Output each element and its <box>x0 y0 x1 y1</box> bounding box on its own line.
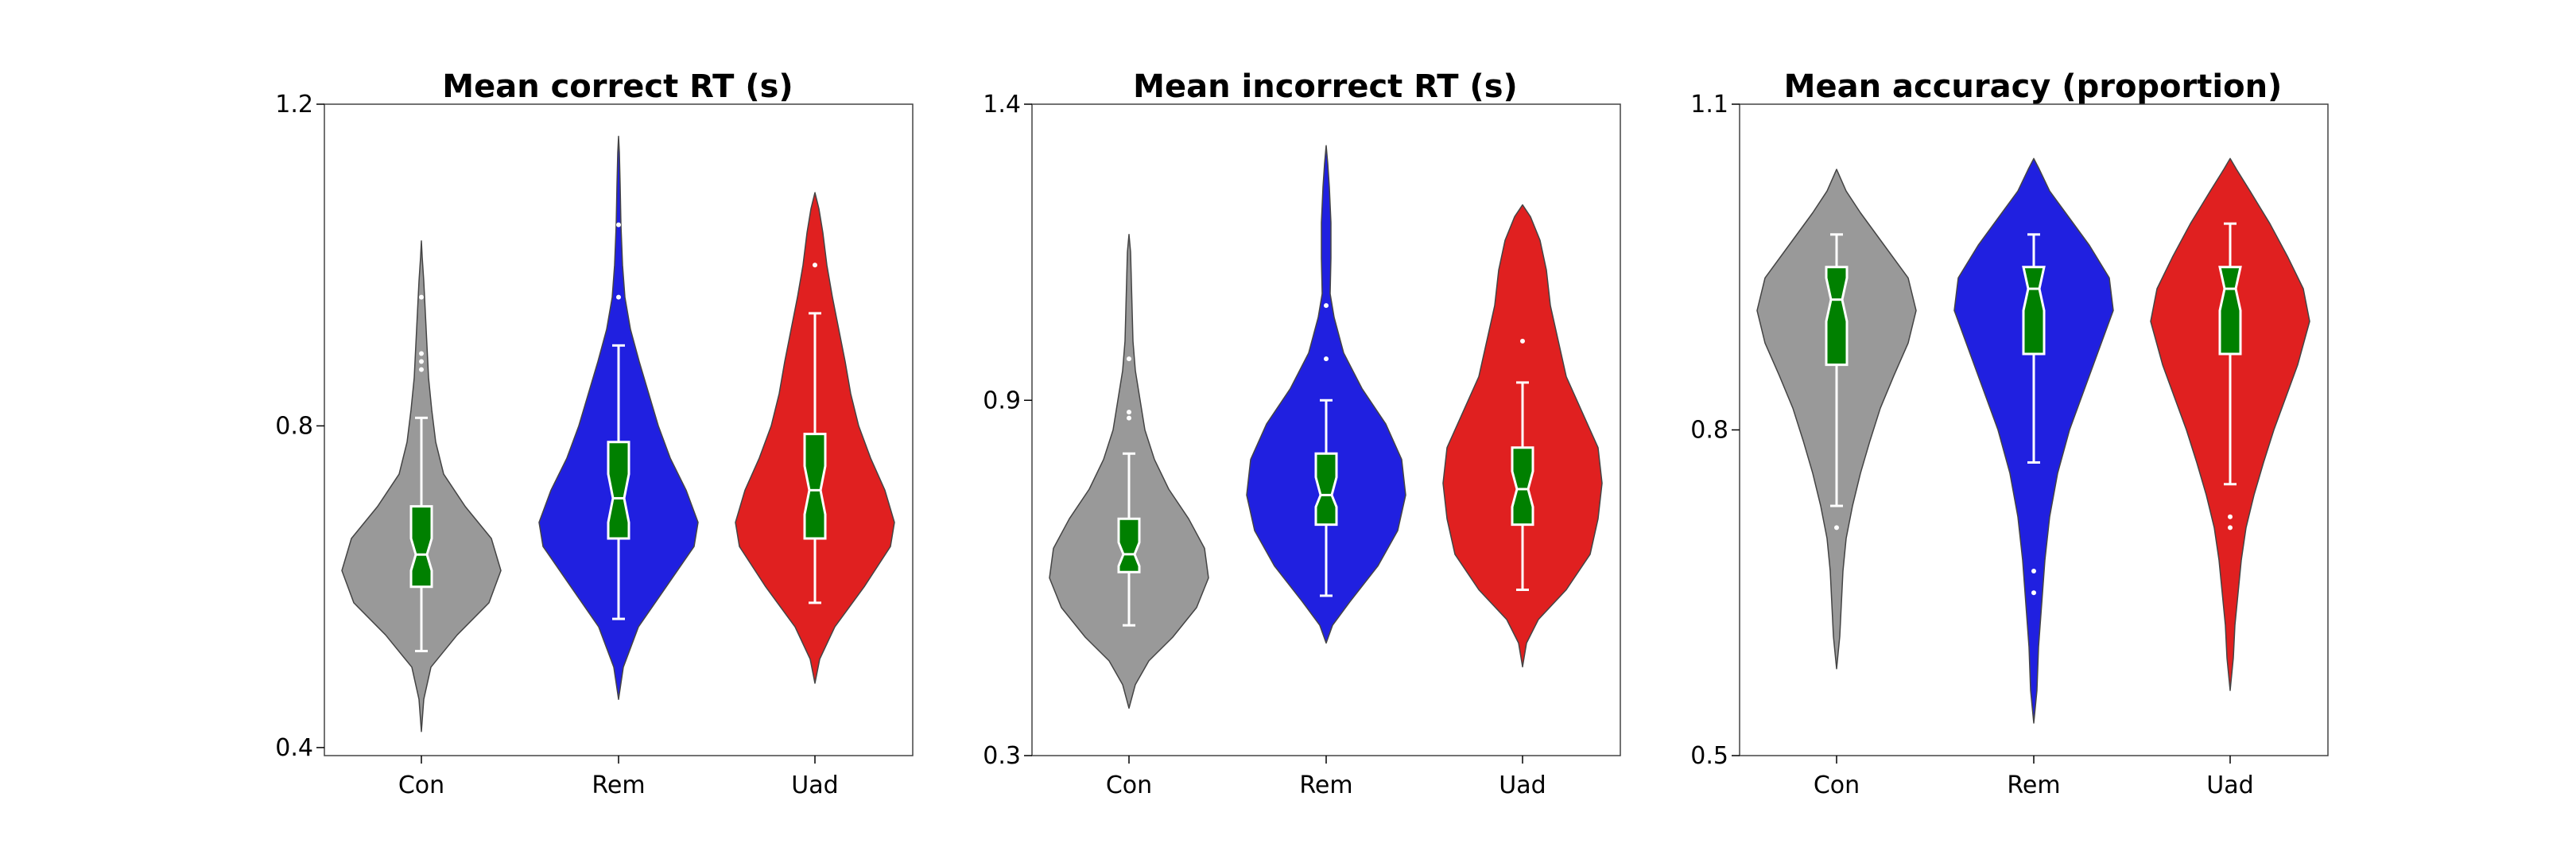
y-tick-label: 0.8 <box>1690 417 1728 445</box>
box-uad <box>1511 446 1534 527</box>
x-tick-label: Rem <box>2007 772 2060 799</box>
box-rem <box>1314 452 1338 527</box>
box-rem <box>607 441 630 540</box>
x-tick-label: Uad <box>2206 772 2253 799</box>
box-con <box>1825 266 1849 367</box>
y-tick-label: 0.9 <box>983 387 1021 414</box>
outlier-point <box>2031 568 2036 573</box>
chart-title: Mean incorrect RT (s) <box>1133 68 1518 105</box>
x-tick-label: Rem <box>592 772 645 799</box>
outlier-point <box>1834 525 1839 531</box>
chart-title: Mean accuracy (proportion) <box>1784 68 2283 105</box>
outlier-point <box>616 294 621 300</box>
y-tick-label: 0.8 <box>275 412 313 440</box>
chart-title: Mean correct RT (s) <box>442 68 793 105</box>
box-con <box>1117 517 1141 573</box>
x-tick-label: Uad <box>1499 772 1546 799</box>
outlier-point <box>813 262 817 268</box>
outlier-point <box>2228 525 2233 531</box>
outlier-point <box>1127 356 1131 362</box>
outlier-point <box>1127 410 1131 415</box>
x-tick-label: Con <box>398 772 444 799</box>
outlier-point <box>1324 356 1329 362</box>
y-tick-label: 0.4 <box>275 734 313 762</box>
box-rem <box>2022 266 2046 356</box>
outlier-point <box>2228 514 2233 519</box>
y-tick-label: 1.4 <box>983 91 1021 119</box>
panel-mean-incorrect-rt: Mean incorrect RT (s) 0.3 0.9 1.4 Con Rem Uad <box>983 68 1621 799</box>
panel-mean-accuracy: Mean accuracy (proportion) 0.5 0.8 1.1 Con R… <box>1690 68 2329 799</box>
outlier-point <box>2031 590 2036 596</box>
outlier-point <box>419 359 424 364</box>
x-tick-label: Con <box>1106 772 1152 799</box>
y-tick-label: 0.5 <box>1690 742 1728 770</box>
box-con <box>409 505 433 589</box>
box-uad <box>2218 266 2242 356</box>
panel-mean-correct-rt: Mean correct RT (s) 0.4 0.8 1.2 Con Rem Uad <box>275 68 914 799</box>
y-tick-label: 1.1 <box>1690 91 1728 119</box>
outlier-point <box>1324 303 1329 309</box>
outlier-point <box>1520 338 1525 344</box>
outlier-point <box>616 222 621 227</box>
box-uad <box>803 433 827 540</box>
x-tick-label: Uad <box>791 772 838 799</box>
x-tick-label: Rem <box>1299 772 1352 799</box>
x-tick-label: Con <box>1814 772 1860 799</box>
outlier-point <box>1127 415 1131 421</box>
outlier-point <box>419 351 424 356</box>
outlier-point <box>419 367 424 372</box>
y-tick-label: 0.3 <box>983 742 1021 770</box>
outlier-point <box>419 294 424 300</box>
violin-rem <box>1246 145 1406 644</box>
y-tick-label: 1.2 <box>275 91 313 119</box>
